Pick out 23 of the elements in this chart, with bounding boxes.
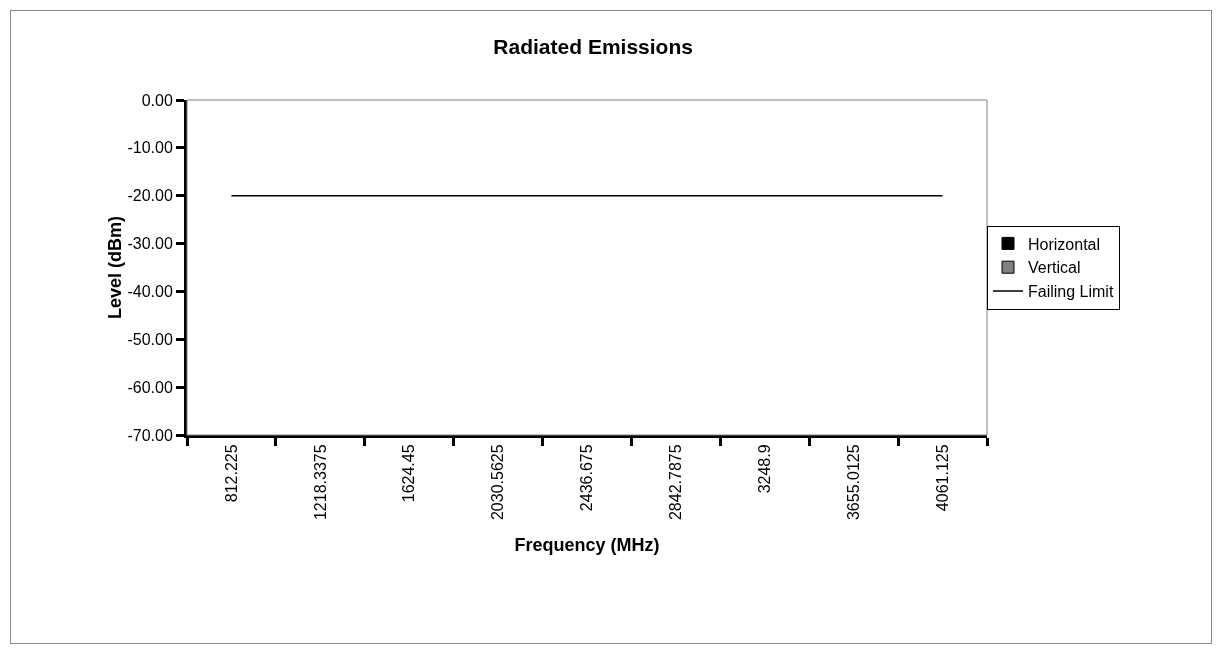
chart-title: Radiated Emissions [493, 35, 693, 58]
x-tick-label: 2030.5625 [489, 444, 507, 521]
y-tick-label: -10.00 [127, 139, 173, 157]
y-tick-label: 0.00 [141, 91, 173, 109]
legend-label: Vertical [1028, 259, 1081, 277]
legend-label: Failing Limit [1028, 283, 1114, 301]
legend-label: Horizontal [1028, 235, 1101, 253]
y-tick-label: -70.00 [127, 426, 173, 444]
x-tick-label: 3248.9 [755, 444, 773, 494]
y-tick-label: -60.00 [127, 378, 173, 396]
x-axis-title: Frequency (MHz) [514, 535, 660, 556]
x-tick-label: 1218.3375 [311, 444, 329, 521]
x-tick-label: 3655.0125 [844, 444, 862, 521]
x-tick-label: 812.225 [222, 444, 240, 503]
x-tick-label: 2436.675 [578, 444, 596, 512]
x-tick-label: 1624.45 [400, 444, 418, 503]
y-tick-label: -20.00 [127, 187, 173, 205]
x-tick-label: 2842.7875 [667, 444, 685, 521]
y-tick-label: -50.00 [127, 330, 173, 348]
y-axis-title: Level (dBm) [105, 215, 126, 320]
y-tick-label: -40.00 [127, 283, 173, 301]
y-tick-label: -30.00 [127, 235, 173, 253]
x-tick-label: 4061.125 [933, 444, 951, 512]
